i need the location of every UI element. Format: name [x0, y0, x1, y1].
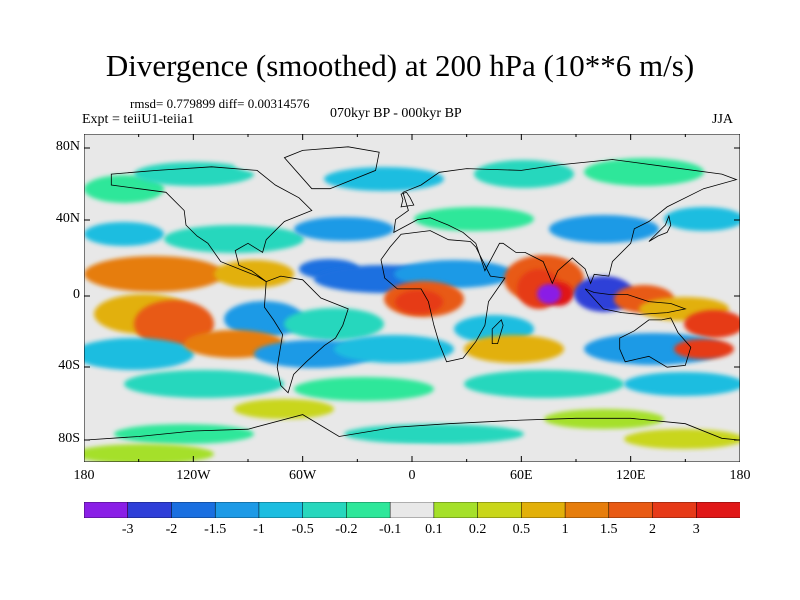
australia-outline	[619, 317, 692, 368]
north-america-outline	[110, 166, 313, 282]
colorbar-label: -3	[121, 522, 134, 537]
field-contour	[234, 154, 334, 174]
field-contour	[474, 160, 574, 188]
greenland-outline	[283, 146, 380, 190]
colorbar-label: -2	[165, 522, 178, 537]
field-contour	[395, 290, 443, 314]
field-contour	[464, 335, 564, 363]
africa-outline	[380, 230, 506, 363]
colorbar-label: 0.1	[425, 522, 443, 537]
field-contour	[414, 207, 534, 231]
colorbar-label: -0.2	[335, 522, 358, 537]
divergence-map	[84, 134, 740, 462]
colorbar-swatch	[258, 502, 304, 518]
south-america-outline	[263, 275, 349, 394]
colorbar-swatch	[608, 502, 654, 518]
colorbar-swatch	[389, 502, 435, 518]
colorbar-label: -0.1	[379, 522, 402, 537]
longitude-label: 120W	[176, 468, 211, 483]
colorbar-swatch	[127, 502, 173, 518]
latitude-label: 80S	[58, 431, 80, 446]
field-contour	[294, 217, 394, 241]
colorbar-swatch	[433, 502, 479, 518]
colorbar-swatch	[171, 502, 216, 518]
divergence-field	[84, 134, 740, 462]
colorbar-swatch	[84, 502, 129, 518]
longitude-label: 0	[408, 468, 416, 483]
field-contour	[684, 310, 740, 338]
longitude-label: 60E	[510, 468, 533, 483]
latitude-label: 80N	[55, 139, 80, 154]
colorbar-swatch	[521, 502, 566, 518]
field-contour	[344, 424, 524, 444]
field-contour	[584, 158, 704, 186]
map-title: Divergence (smoothed) at 200 hPa (10**6 …	[105, 48, 695, 83]
experiment-label: Expt = teiiU1-teiia1	[82, 112, 195, 127]
field-contour	[544, 409, 664, 429]
latitude-label: 40N	[55, 211, 80, 226]
colorbar	[84, 502, 740, 518]
colorbar-label: -0.5	[291, 522, 314, 537]
indonesia-outline	[584, 288, 687, 315]
latitude-label: 0	[73, 287, 80, 302]
field-contour	[537, 284, 561, 304]
colorbar-swatch	[214, 502, 260, 518]
field-contour	[324, 167, 444, 191]
stats-label: rmsd= 0.779899 diff= 0.00314576	[130, 96, 310, 111]
field-contour	[114, 424, 254, 444]
tick-marks	[84, 134, 740, 462]
field-contour	[84, 222, 164, 246]
colorbar-swatch	[346, 502, 391, 518]
colorbar-label: 1	[561, 522, 569, 537]
longitude-label: 120E	[615, 468, 646, 483]
longitude-label: 180	[73, 468, 95, 483]
field-contour	[224, 301, 304, 337]
field-contour	[84, 256, 224, 292]
field-contour	[334, 335, 454, 363]
field-contour	[624, 372, 740, 396]
field-contour	[214, 260, 294, 288]
field-contour	[124, 370, 284, 398]
colorbar-label: 3	[692, 522, 700, 537]
field-shapes	[84, 154, 740, 462]
season-label: JJA	[712, 112, 734, 127]
field-contour	[674, 339, 734, 359]
longitude-label: 180	[729, 468, 751, 483]
colorbar-swatch	[652, 502, 697, 518]
japan-outline	[648, 214, 672, 242]
eurasia-outline	[393, 159, 738, 285]
field-contour	[84, 338, 194, 370]
field-contour	[464, 370, 624, 398]
field-contour	[84, 444, 214, 462]
madagascar-outline	[491, 319, 504, 344]
field-contour	[164, 225, 304, 253]
field-contour	[294, 377, 434, 401]
colorbar-label: 2	[649, 522, 657, 537]
colorbar-label: 0.2	[468, 522, 487, 537]
field-contour	[284, 308, 384, 340]
colorbar-swatch	[477, 502, 522, 518]
colorbar-swatch	[564, 502, 610, 518]
field-contour	[234, 399, 334, 419]
colorbar-label: 1.5	[600, 522, 618, 537]
latitude-label: 40S	[58, 358, 80, 373]
longitude-label: 60W	[289, 468, 317, 483]
period-label: 070kyr BP - 000kyr BP	[330, 106, 462, 121]
field-contour	[84, 175, 164, 203]
colorbar-swatch	[302, 502, 347, 518]
colorbar-label: -1	[253, 522, 265, 537]
antarctica-outline	[84, 414, 740, 441]
colorbar-label: 0.5	[512, 522, 531, 537]
field-contour	[664, 207, 740, 231]
colorbar-swatch	[696, 502, 740, 518]
field-contour	[549, 215, 659, 243]
colorbar-label: -1.5	[204, 522, 227, 537]
field-contour	[624, 429, 740, 449]
continent-outlines	[84, 146, 740, 441]
uk-outline	[400, 191, 415, 208]
field-contour	[354, 446, 474, 462]
